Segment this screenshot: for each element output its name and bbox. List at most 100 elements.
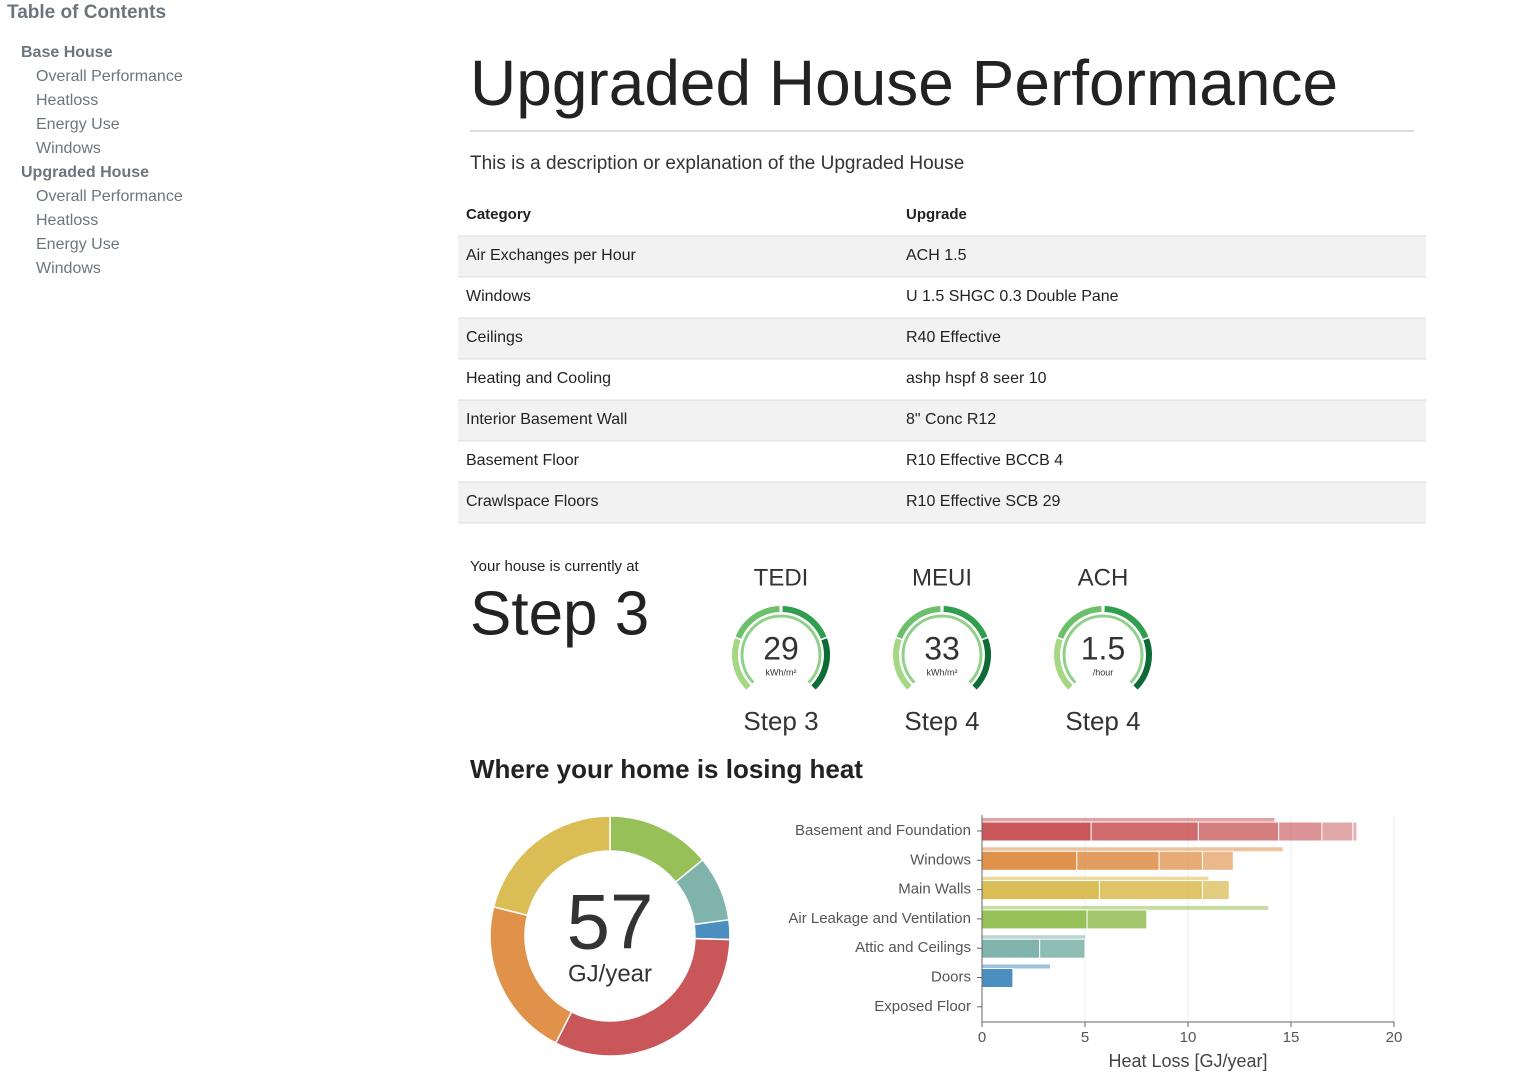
- bar-segment: [1201, 880, 1230, 901]
- toc-section[interactable]: Base House: [21, 44, 113, 61]
- table-cell: Crawlspace Floors: [466, 493, 598, 510]
- gauge-name: ACH: [1078, 564, 1129, 591]
- y-tick-label: Attic and Ceilings: [855, 939, 971, 956]
- donut-slice: [492, 815, 611, 917]
- bar-segment: [1039, 938, 1086, 959]
- table-row-bg: [458, 482, 1426, 523]
- gauge-step: Step 3: [743, 706, 818, 736]
- gauge-value: 1.5: [1081, 630, 1125, 666]
- x-axis-label: Heat Loss [GJ/year]: [1108, 1051, 1267, 1071]
- y-tick-label: Basement and Foundation: [795, 822, 971, 839]
- page-title: Upgraded House Performance: [470, 47, 1338, 119]
- gauge-name: MEUI: [912, 564, 972, 591]
- table-header: Upgrade: [906, 206, 967, 223]
- gauge-name: TEDI: [754, 564, 809, 591]
- toc-item[interactable]: Heatloss: [36, 92, 98, 109]
- toc-item[interactable]: Heatloss: [36, 212, 98, 229]
- y-tick-label: Exposed Floor: [874, 998, 971, 1015]
- comparison-bar: [982, 905, 1269, 910]
- gauge-segment: [896, 606, 941, 640]
- gauge-segment: [1057, 606, 1102, 640]
- bar-segment: [1197, 821, 1280, 842]
- section-title: Where your home is losing heat: [470, 754, 863, 784]
- gauge-inner: [1062, 614, 1144, 684]
- comparison-bar: [982, 847, 1283, 852]
- status-step: Step 3: [470, 579, 649, 648]
- bar-segment: [981, 968, 1014, 988]
- comparison-bar: [982, 876, 1209, 881]
- gauge-step: Step 4: [904, 706, 979, 736]
- gauge-segment: [1104, 606, 1149, 640]
- donut-unit: GJ/year: [568, 960, 652, 987]
- toc-item[interactable]: Energy Use: [36, 116, 120, 133]
- gauge-value: 29: [763, 630, 799, 666]
- donut-slice: [489, 905, 573, 1045]
- bar-segment: [981, 880, 1100, 901]
- table-cell: Windows: [466, 288, 531, 305]
- status-intro: Your house is currently at: [470, 558, 640, 575]
- gauge-segment: [811, 638, 830, 690]
- toc-item[interactable]: Windows: [36, 260, 101, 277]
- x-tick-label: 5: [1081, 1029, 1089, 1046]
- gauge-inner: [901, 614, 983, 684]
- x-tick-label: 20: [1386, 1029, 1403, 1046]
- table-row-bg: [458, 318, 1426, 359]
- table-row-bg: [458, 400, 1426, 441]
- toc-item[interactable]: Overall Performance: [36, 68, 183, 85]
- table-cell: R10 Effective SCB 29: [906, 493, 1061, 510]
- comparison-bar: [982, 935, 1085, 940]
- x-tick-label: 0: [978, 1029, 986, 1046]
- gauge-value: 33: [924, 630, 960, 666]
- gauge-segment: [893, 638, 912, 690]
- table-cell: 8" Conc R12: [906, 411, 996, 428]
- toc-item[interactable]: Overall Performance: [36, 188, 183, 205]
- bar-segment: [1090, 821, 1199, 842]
- x-tick-label: 10: [1180, 1029, 1197, 1046]
- y-tick-label: Air Leakage and Ventilation: [788, 910, 971, 927]
- gauge-segment: [943, 606, 988, 640]
- toc-item[interactable]: Windows: [36, 140, 101, 157]
- table-header: Category: [466, 206, 532, 223]
- donut-total: 57: [567, 878, 654, 966]
- y-tick-label: Windows: [910, 851, 971, 868]
- comparison-bar: [982, 818, 1275, 822]
- bar-segment: [1098, 880, 1203, 901]
- table-cell: Ceilings: [466, 329, 523, 346]
- bar-segment: [1158, 850, 1203, 871]
- toc-section[interactable]: Upgraded House: [21, 164, 149, 181]
- y-tick-label: Doors: [931, 968, 971, 985]
- bar-segment: [981, 909, 1088, 930]
- table-cell: ashp hspf 8 seer 10: [906, 370, 1047, 387]
- bar-segment: [981, 821, 1092, 842]
- gauge-unit: /hour: [1093, 667, 1114, 677]
- gauge-segment: [972, 638, 991, 690]
- toc-title: Table of Contents: [7, 2, 166, 23]
- y-tick-label: Main Walls: [898, 881, 971, 898]
- table-cell: Heating and Cooling: [466, 370, 611, 387]
- table-cell: Interior Basement Wall: [466, 411, 627, 428]
- table-cell: Air Exchanges per Hour: [466, 247, 637, 264]
- gauge-segment: [1054, 638, 1073, 690]
- toc-item[interactable]: Energy Use: [36, 236, 120, 253]
- gauge-inner: [740, 614, 822, 684]
- bar-segment: [1352, 821, 1358, 842]
- bar-segment: [981, 938, 1041, 959]
- bar-segment: [1321, 821, 1354, 842]
- gauge-segment: [1133, 638, 1152, 690]
- comparison-bar: [982, 964, 1050, 969]
- gauge-segment: [735, 606, 780, 640]
- table-cell: R40 Effective: [906, 329, 1001, 346]
- table-cell: Basement Floor: [466, 452, 580, 469]
- table-cell: R10 Effective BCCB 4: [906, 452, 1063, 469]
- table-row-bg: [458, 236, 1426, 277]
- gauge-unit: kWh/m²: [766, 667, 797, 677]
- table-cell: U 1.5 SHGC 0.3 Double Pane: [906, 288, 1119, 305]
- gauge-step: Step 4: [1065, 706, 1140, 736]
- gauge-unit: kWh/m²: [927, 667, 958, 677]
- bar-segment: [1076, 850, 1160, 871]
- gauge-segment: [732, 638, 751, 690]
- bar-segment: [1086, 909, 1148, 930]
- bar-segment: [981, 850, 1078, 871]
